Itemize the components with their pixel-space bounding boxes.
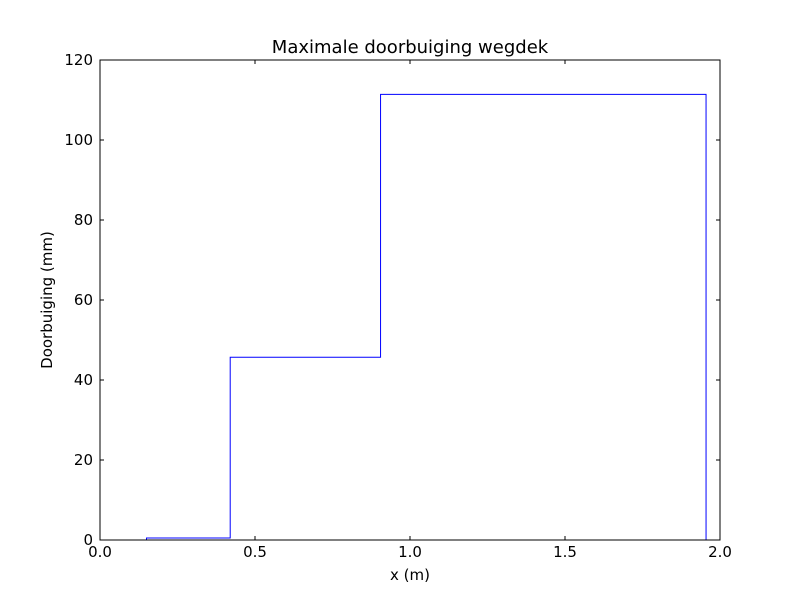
y-tick-label: 40 <box>74 371 93 389</box>
x-tick-label: 0.0 <box>88 543 112 561</box>
axis-ticks: 0.0 0.5 1.0 1.5 2.0 0 20 40 60 80 100 120 <box>64 51 732 561</box>
x-tick-label: 1.0 <box>398 543 422 561</box>
chart-title: Maximale doorbuiging wegdek <box>272 37 549 58</box>
series-line-0 <box>100 93 720 541</box>
x-axis-label: x (m) <box>390 566 430 584</box>
y-tick-label: 0 <box>83 531 93 549</box>
x-tick-label: 2.0 <box>708 543 732 561</box>
y-tick-label: 120 <box>64 51 93 69</box>
y-axis-label: Doorbuiging (mm) <box>38 231 56 369</box>
y-tick-label: 20 <box>74 451 93 469</box>
y-tick-label: 60 <box>74 291 93 309</box>
x-tick-label: 0.5 <box>243 543 267 561</box>
x-tick-label: 1.5 <box>553 543 577 561</box>
y-tick-label: 100 <box>64 131 93 149</box>
y-tick-label: 80 <box>74 211 93 229</box>
plot-area <box>100 93 720 541</box>
